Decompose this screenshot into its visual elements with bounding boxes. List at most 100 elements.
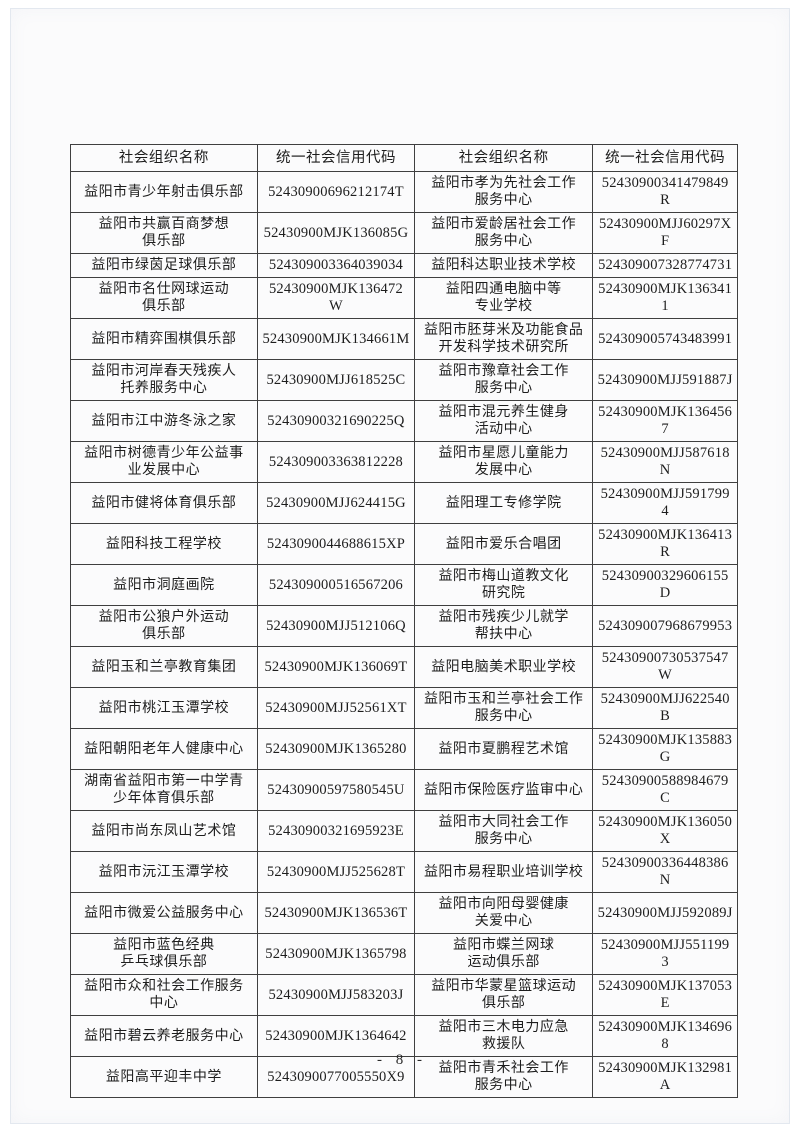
org-name-cell: 益阳朝阳老年人健康中心	[70, 728, 258, 770]
table-row: 益阳市公狼户外运动 俱乐部 52430900MJJ512106Q 益阳市残疾少儿就学…	[70, 605, 738, 647]
credit-code-cell: 52430900730537547 W	[592, 646, 738, 688]
org-name-cell: 益阳市向阳母婴健康 关爱中心	[414, 892, 594, 934]
org-name-cell: 益阳市混元养生健身 活动中心	[414, 400, 594, 442]
org-name-cell: 益阳市河岸春天残疾人 托养服务中心	[70, 359, 258, 401]
credit-code-cell: 52430900MJK132981A	[592, 1056, 738, 1098]
credit-code-cell: 52430900329606155D	[592, 564, 738, 606]
org-name-cell: 益阳科技工程学校	[70, 523, 258, 565]
org-name-cell: 益阳市碧云养老服务中心	[70, 1015, 258, 1057]
table-row: 益阳市共赢百商梦想 俱乐部 52430900MJK136085G 益阳市爱龄居社会工…	[70, 212, 738, 254]
table-row: 益阳市青少年射击俱乐部 52430900696212174T 益阳市孝为先社会工作 …	[70, 171, 738, 213]
credit-code-cell: 5243090077005550X9	[256, 1056, 416, 1098]
table-body: 益阳市青少年射击俱乐部 52430900696212174T 益阳市孝为先社会工作 …	[70, 171, 738, 1098]
credit-code-cell: 52430900696212174T	[256, 171, 416, 213]
credit-code-cell: 52430900MJK136536T	[256, 892, 416, 934]
org-name-cell: 益阳市三木电力应急 救援队	[414, 1015, 594, 1057]
org-name-cell: 益阳市尚东凤山艺术馆	[70, 810, 258, 852]
credit-code-cell: 52430900MJK137053 E	[592, 974, 738, 1016]
table-row: 益阳市健将体育俱乐部 52430900MJJ624415G 益阳理工专修学院 5243…	[70, 482, 738, 524]
credit-code-cell: 52430900MJJ60297X F	[592, 212, 738, 254]
table-row: 益阳市精弈围棋俱乐部 52430900MJK134661M 益阳市胚芽米及功能食品 …	[70, 318, 738, 360]
table-row: 益阳市名仕网球运动 俱乐部 52430900MJK136472 W 益阳四通电脑中等…	[70, 277, 738, 319]
credit-code-cell: 52430900341479849R	[592, 171, 738, 213]
org-name-cell: 益阳市华蒙星篮球运动 俱乐部	[414, 974, 594, 1016]
org-name-cell: 益阳市精弈围棋俱乐部	[70, 318, 258, 360]
credit-code-cell: 52430900321695923E	[256, 810, 416, 852]
credit-code-cell: 524309000516567206	[256, 564, 416, 606]
credit-code-cell: 52430900MJK134661M	[256, 318, 416, 360]
org-name-cell: 益阳市孝为先社会工作 服务中心	[414, 171, 594, 213]
credit-code-cell: 52430900MJK136050 X	[592, 810, 738, 852]
table-row: 益阳科技工程学校 5243090044688615XP 益阳市爱乐合唱团 524309…	[70, 523, 738, 565]
org-name-cell: 益阳市梅山道教文化 研究院	[414, 564, 594, 606]
table-row: 益阳市蓝色经典 乒乓球俱乐部 52430900MJK1365798 益阳市蝶兰网球 …	[70, 933, 738, 975]
org-name-cell: 益阳四通电脑中等 专业学校	[414, 277, 594, 319]
credit-code-cell: 52430900MJJ592089J	[592, 892, 738, 934]
table-row: 益阳市河岸春天残疾人 托养服务中心 52430900MJJ618525C 益阳市豫章…	[70, 359, 738, 401]
org-name-cell: 益阳市桃江玉潭学校	[70, 687, 258, 729]
credit-code-cell: 524309005743483991	[592, 318, 738, 360]
org-name-cell: 益阳市保险医疗监审中心	[414, 769, 594, 811]
org-name-cell: 益阳市青少年射击俱乐部	[70, 171, 258, 213]
org-name-cell: 益阳高平迎丰中学	[70, 1056, 258, 1098]
org-name-cell: 益阳市绿茵足球俱乐部	[70, 253, 258, 278]
table-row: 益阳市碧云养老服务中心 52430900MJK1364642 益阳市三木电力应急 救…	[70, 1015, 738, 1057]
credit-code-cell: 52430900MJJ583203J	[256, 974, 416, 1016]
table-row: 益阳市众和社会工作服务 中心 52430900MJJ583203J 益阳市华蒙星篮球…	[70, 974, 738, 1016]
credit-code-cell: 52430900MJK134696 8	[592, 1015, 738, 1057]
credit-code-cell: 52430900MJJ618525C	[256, 359, 416, 401]
org-name-cell: 益阳理工专修学院	[414, 482, 594, 524]
credit-code-table: 社会组织名称 统一社会信用代码 社会组织名称 统一社会信用代码 益阳市青少年射击…	[70, 144, 738, 1098]
org-name-cell: 益阳市微爱公益服务中心	[70, 892, 258, 934]
org-name-cell: 益阳市沅江玉潭学校	[70, 851, 258, 893]
org-name-cell: 益阳市公狼户外运动 俱乐部	[70, 605, 258, 647]
credit-code-cell: 52430900MJJ591887J	[592, 359, 738, 401]
credit-code-cell: 52430900597580545U	[256, 769, 416, 811]
credit-code-cell: 52430900MJK136456 7	[592, 400, 738, 442]
credit-code-cell: 52430900321690225Q	[256, 400, 416, 442]
column-header-org-name-left: 社会组织名称	[70, 144, 258, 172]
org-name-cell: 益阳市名仕网球运动 俱乐部	[70, 277, 258, 319]
org-name-cell: 益阳市豫章社会工作 服务中心	[414, 359, 594, 401]
column-header-credit-code-right: 统一社会信用代码	[592, 144, 738, 172]
credit-code-cell: 52430900MJK1365798	[256, 933, 416, 975]
credit-code-cell: 52430900MJK136085G	[256, 212, 416, 254]
table-row: 益阳市绿茵足球俱乐部 524309003364039034 益阳科达职业技术学校 52…	[70, 253, 738, 278]
credit-code-cell: 52430900MJK136069T	[256, 646, 416, 688]
column-header-org-name-right: 社会组织名称	[414, 144, 594, 172]
org-name-cell: 益阳市洞庭画院	[70, 564, 258, 606]
credit-code-cell: 5243090044688615XP	[256, 523, 416, 565]
credit-code-cell: 52430900MJJ512106Q	[256, 605, 416, 647]
credit-code-cell: 524309003363812228	[256, 441, 416, 483]
org-name-cell: 益阳科达职业技术学校	[414, 253, 594, 278]
org-name-cell: 益阳电脑美术职业学校	[414, 646, 594, 688]
org-name-cell: 益阳市残疾少儿就学 帮扶中心	[414, 605, 594, 647]
org-name-cell: 益阳市青禾社会工作 服务中心	[414, 1056, 594, 1098]
table-row: 益阳市洞庭画院 524309000516567206 益阳市梅山道教文化 研究院 52…	[70, 564, 738, 606]
table-row: 益阳高平迎丰中学 5243090077005550X9 益阳市青禾社会工作 服务中心…	[70, 1056, 738, 1098]
credit-code-cell: 52430900MJK1365280	[256, 728, 416, 770]
table-row: 益阳朝阳老年人健康中心 52430900MJK1365280 益阳市夏鹏程艺术馆 52…	[70, 728, 738, 770]
credit-code-cell: 52430900MJJ52561XT	[256, 687, 416, 729]
credit-code-cell: 52430900MJK136472 W	[256, 277, 416, 319]
org-name-cell: 益阳市蝶兰网球 运动俱乐部	[414, 933, 594, 975]
org-name-cell: 益阳市众和社会工作服务 中心	[70, 974, 258, 1016]
table-row: 益阳市尚东凤山艺术馆 52430900321695923E 益阳市大同社会工作 服务…	[70, 810, 738, 852]
org-name-cell: 益阳市星愿儿童能力 发展中心	[414, 441, 594, 483]
table-row: 湖南省益阳市第一中学青 少年体育俱乐部 52430900597580545U 益阳市…	[70, 769, 738, 811]
table-row: 益阳玉和兰亭教育集团 52430900MJK136069T 益阳电脑美术职业学校 52…	[70, 646, 738, 688]
org-name-cell: 益阳市夏鹏程艺术馆	[414, 728, 594, 770]
table-row: 益阳市树德青少年公益事 业发展中心 524309003363812228 益阳市星愿…	[70, 441, 738, 483]
credit-code-cell: 52430900MJK136413 R	[592, 523, 738, 565]
credit-code-cell: 52430900588984679C	[592, 769, 738, 811]
table-row: 益阳市微爱公益服务中心 52430900MJK136536T 益阳市向阳母婴健康 关…	[70, 892, 738, 934]
org-name-cell: 益阳市大同社会工作 服务中心	[414, 810, 594, 852]
org-name-cell: 益阳市江中游冬泳之家	[70, 400, 258, 442]
table-row: 益阳市江中游冬泳之家 52430900321690225Q 益阳市混元养生健身 活动…	[70, 400, 738, 442]
table-row: 益阳市沅江玉潭学校 52430900MJJ525628T 益阳市易程职业培训学校 52…	[70, 851, 738, 893]
org-name-cell: 益阳市爱乐合唱团	[414, 523, 594, 565]
org-name-cell: 益阳市树德青少年公益事 业发展中心	[70, 441, 258, 483]
credit-code-cell: 52430900MJK136341 1	[592, 277, 738, 319]
column-header-credit-code-left: 统一社会信用代码	[256, 144, 416, 172]
